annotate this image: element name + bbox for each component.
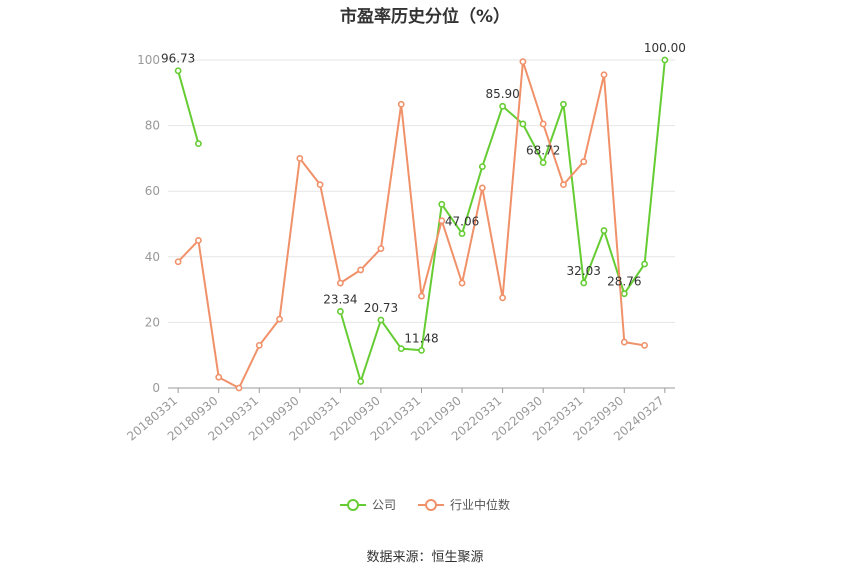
point-industry-median-20180930 <box>215 373 223 381</box>
legend-company-label: 公司 <box>371 498 396 512</box>
data-label-company-20200930: 20.73 <box>364 301 398 315</box>
point-industry-median-20200630 <box>357 266 365 274</box>
point-industry-median-20190930 <box>296 154 304 162</box>
point-industry-median-20190331 <box>255 341 263 349</box>
chart-title: 市盈率历史分位（%） <box>339 7 511 27</box>
point-company-20231231 <box>641 260 648 268</box>
point-industry-median-20220930 <box>539 120 547 128</box>
point-industry-median-20180630 <box>195 236 202 244</box>
point-industry-median-20191231 <box>316 181 324 189</box>
point-industry-median-20210331 <box>418 292 425 300</box>
data-label-company-20240327: 100.00 <box>644 41 686 55</box>
data-label-company-20210331: 11.48 <box>404 331 438 345</box>
y-tick-label-60: 60 <box>145 184 160 198</box>
point-industry-median-20210630 <box>438 217 446 225</box>
point-company-20210930 <box>458 230 466 238</box>
point-company-20220930 <box>539 159 547 166</box>
data-source-note: 数据来源：恒生聚源 <box>366 550 484 565</box>
y-tick-label-100: 100 <box>137 53 160 67</box>
legend-item-industry-median[interactable]: 行业中位数 <box>418 496 510 513</box>
point-company-20220630 <box>519 120 527 128</box>
point-company-20221231 <box>560 100 567 108</box>
point-company-20210331 <box>418 346 425 354</box>
y-tick-label-20: 20 <box>145 315 160 329</box>
point-industry-median-20211231 <box>478 184 486 192</box>
point-industry-median-20200930 <box>377 245 385 252</box>
point-industry-median-20181231 <box>235 384 243 392</box>
point-company-20220331 <box>499 102 507 110</box>
point-industry-median-20230630 <box>600 71 608 79</box>
point-company-20211231 <box>478 163 486 170</box>
y-tick-label-40: 40 <box>145 250 160 264</box>
point-industry-median-20210930 <box>458 279 466 287</box>
point-company-20201231 <box>397 345 405 353</box>
data-label-company-20230930: 28.76 <box>607 275 641 289</box>
chart-legend: 公司 行业中位数 <box>0 496 850 513</box>
point-company-20200331 <box>336 308 344 315</box>
point-industry-median-20180331 <box>174 258 182 266</box>
data-label-company-20180331: 96.73 <box>161 52 195 66</box>
legend-industry-label: 行业中位数 <box>450 498 511 512</box>
point-industry-median-20190630 <box>276 315 283 323</box>
point-company-20230630 <box>600 227 608 234</box>
point-industry-median-20220630 <box>519 58 527 66</box>
point-industry-median-20220331 <box>499 294 507 302</box>
point-company-20200930 <box>377 316 385 324</box>
data-label-company-20210930: 47.06 <box>445 215 479 229</box>
point-industry-median-20221231 <box>560 181 567 189</box>
data-label-company-20230331: 32.03 <box>567 264 601 278</box>
y-tick-label-80: 80 <box>145 119 160 133</box>
data-label-company-20220331: 85.90 <box>485 87 519 101</box>
point-company-20200630 <box>357 378 365 385</box>
series-line-industry-median-0 <box>177 60 645 389</box>
point-company-20240327 <box>661 56 669 64</box>
point-company-20180630 <box>195 140 202 148</box>
point-company-20210630 <box>438 200 446 208</box>
point-industry-median-20200331 <box>336 279 344 287</box>
legend-item-company[interactable]: 公司 <box>339 496 396 513</box>
point-industry-median-20230930 <box>620 338 628 346</box>
point-company-20230331 <box>580 279 588 287</box>
legend-industry-swatch-icon <box>418 498 444 511</box>
point-industry-median-20201231 <box>397 100 405 108</box>
point-company-20230930 <box>620 290 628 298</box>
series-line-company-0 <box>177 70 200 144</box>
legend-company-swatch-icon <box>339 498 366 511</box>
point-industry-median-20231231 <box>641 341 648 349</box>
y-tick-label-0: 0 <box>152 381 160 395</box>
data-label-company-20200331: 23.34 <box>323 292 357 306</box>
point-industry-median-20230331 <box>580 158 588 166</box>
point-company-20180331 <box>174 67 182 75</box>
data-label-company-20220930: 68.72 <box>526 144 560 158</box>
